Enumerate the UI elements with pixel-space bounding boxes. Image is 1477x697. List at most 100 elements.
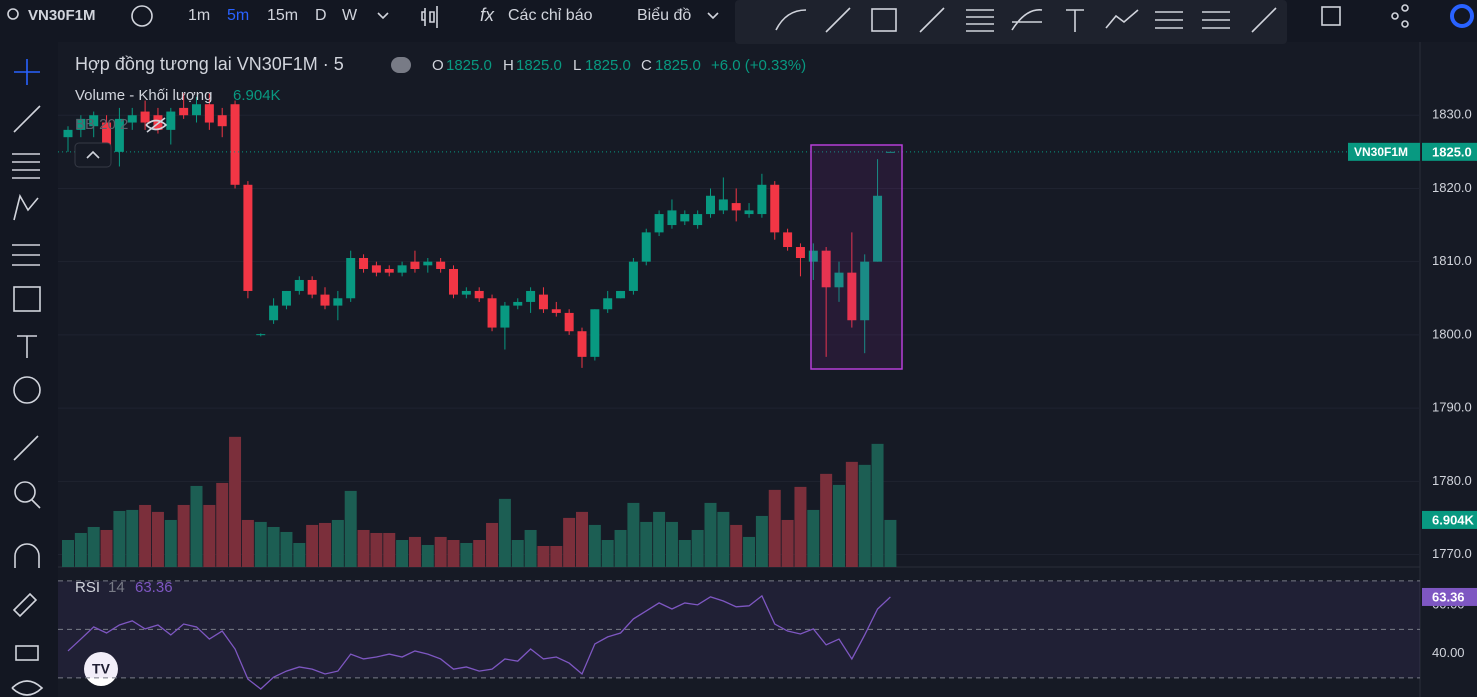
y-tick-label: 1810.0 bbox=[1432, 253, 1472, 268]
volume-bar bbox=[884, 519, 897, 567]
candle-body bbox=[500, 305, 510, 328]
last-price-tag bbox=[1422, 142, 1477, 161]
left-tools[interactable] bbox=[11, 59, 44, 696]
o-label: O bbox=[432, 57, 444, 74]
fx-icon[interactable]: fx bbox=[480, 5, 495, 25]
volume-bar bbox=[434, 536, 447, 567]
candle-body bbox=[140, 111, 150, 123]
volume-bar bbox=[421, 544, 434, 567]
candle-body bbox=[423, 261, 433, 266]
volume-bar bbox=[614, 529, 627, 567]
add-symbol[interactable] bbox=[131, 5, 153, 27]
close-value: 1825.0 bbox=[655, 57, 701, 74]
candle-body bbox=[847, 272, 857, 321]
volume-bar bbox=[139, 504, 152, 567]
indicators-button[interactable]: Các chỉ báo bbox=[508, 7, 593, 24]
volume-bar bbox=[151, 511, 164, 567]
volume-bar bbox=[627, 502, 640, 567]
rsi-tag bbox=[1422, 587, 1477, 606]
candle-body bbox=[461, 290, 471, 295]
interval[interactable]: 15m bbox=[267, 7, 298, 24]
symbol-title: Hợp đồng tương lai VN30F1M · 5 bbox=[75, 54, 344, 74]
candle-body bbox=[628, 261, 638, 291]
volume-bar bbox=[370, 532, 383, 567]
candle-body bbox=[564, 312, 574, 332]
y-tick-label: 1780.0 bbox=[1432, 473, 1472, 488]
last-price-text: 1825.0 bbox=[1432, 144, 1472, 159]
plot-area: 1770.0 1780.0 1790.0 1800.0 1810.0 1820.0 1830… bbox=[58, 93, 1477, 690]
interval[interactable]: D bbox=[315, 7, 327, 24]
volume-bar bbox=[126, 509, 139, 567]
symbol-tag-text: VN30F1M bbox=[1354, 145, 1408, 159]
volume-bar bbox=[768, 489, 781, 567]
volume-bar bbox=[601, 540, 614, 567]
candle-body bbox=[808, 250, 818, 262]
candle-body bbox=[538, 294, 548, 310]
symbol[interactable]: VN30F1M bbox=[28, 7, 96, 24]
volume-bar bbox=[280, 531, 293, 567]
rsi-line bbox=[67, 594, 891, 690]
interval-menu[interactable] bbox=[377, 12, 389, 20]
rsi-length: 14 bbox=[108, 579, 125, 596]
volume-bar bbox=[62, 540, 74, 567]
candle-body bbox=[731, 203, 741, 211]
volume-bar bbox=[113, 510, 126, 567]
y-tick-label: 1800.0 bbox=[1432, 326, 1472, 341]
open-value: 1825.0 bbox=[446, 57, 492, 74]
candle-body bbox=[783, 232, 793, 248]
candle-body bbox=[474, 290, 484, 299]
candle-body bbox=[63, 129, 73, 138]
volume-bar bbox=[511, 540, 524, 567]
chart-menu[interactable] bbox=[707, 12, 719, 20]
candle-body bbox=[770, 184, 780, 233]
candle-body bbox=[590, 309, 600, 357]
volume-value: 6.904K bbox=[233, 87, 281, 104]
candle-body bbox=[834, 272, 844, 288]
chevron bbox=[86, 150, 100, 159]
c-label: C bbox=[641, 57, 652, 74]
hidden-icon[interactable] bbox=[145, 117, 168, 133]
highlight-box bbox=[810, 144, 903, 370]
candle-body bbox=[307, 279, 317, 295]
candle-body bbox=[294, 279, 304, 291]
candle-body bbox=[166, 111, 176, 130]
volume-bar bbox=[563, 517, 576, 567]
candle-body bbox=[230, 104, 240, 185]
l-label: L bbox=[573, 57, 581, 74]
volume-title: Volume - Khối lượng bbox=[75, 87, 212, 104]
volume-bar bbox=[807, 509, 820, 567]
volume-bar bbox=[833, 484, 845, 567]
volume-bar bbox=[203, 504, 216, 567]
volume-bar bbox=[383, 532, 396, 567]
candle-type-icon[interactable] bbox=[421, 6, 438, 28]
candle-body bbox=[114, 118, 124, 152]
candle-body bbox=[513, 301, 523, 306]
rsi-title: RSI bbox=[75, 579, 100, 596]
candle-body bbox=[680, 214, 690, 222]
volume-bar bbox=[524, 529, 537, 567]
h-label: H bbox=[503, 57, 514, 74]
volume-bar bbox=[678, 540, 691, 567]
candle-body bbox=[269, 305, 279, 321]
chart-type-button[interactable]: Biểu đồ bbox=[637, 6, 691, 24]
volume-bar bbox=[100, 529, 113, 567]
collapse-legend[interactable] bbox=[74, 142, 112, 168]
interval[interactable]: 1m bbox=[188, 7, 210, 24]
candle-body bbox=[320, 294, 330, 306]
volume-bar bbox=[396, 540, 409, 567]
interval-active[interactable]: 5m bbox=[227, 7, 249, 24]
volume-bar bbox=[87, 526, 100, 567]
drawing-tools[interactable] bbox=[775, 4, 1409, 33]
change: +6.0 (+0.33%) bbox=[711, 57, 806, 74]
volume-bar bbox=[845, 461, 858, 567]
volume-bar bbox=[704, 502, 717, 567]
candle-body bbox=[192, 104, 201, 116]
candle-body bbox=[384, 268, 394, 273]
interval[interactable]: W bbox=[342, 7, 358, 24]
volume-bar bbox=[267, 526, 280, 567]
tv-logo bbox=[84, 652, 118, 686]
candle-body bbox=[397, 265, 407, 273]
logo[interactable] bbox=[1450, 4, 1474, 28]
collapse-button[interactable] bbox=[391, 57, 411, 73]
search-icon[interactable] bbox=[7, 8, 19, 20]
